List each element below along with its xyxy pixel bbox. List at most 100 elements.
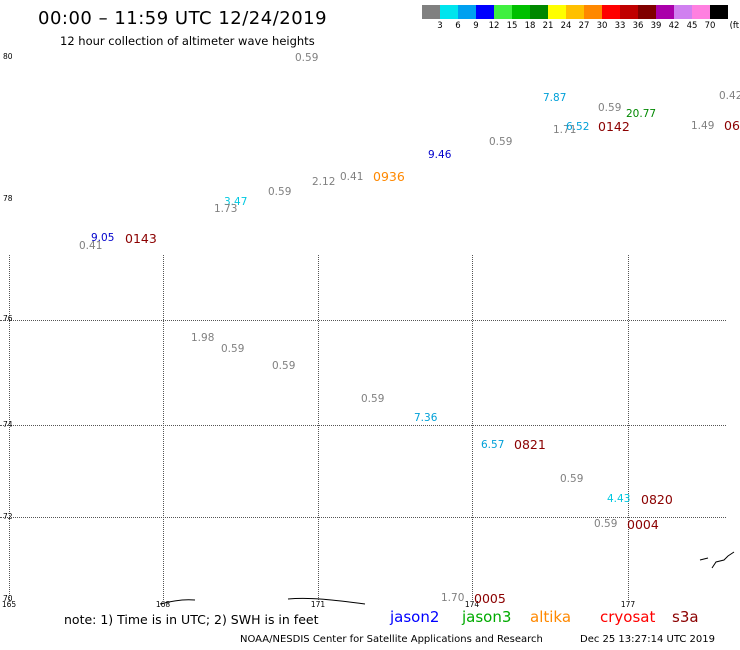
pass-time-label: 0142 bbox=[598, 119, 630, 134]
legend-swatch bbox=[566, 5, 584, 19]
legend-label: 33 bbox=[614, 21, 626, 31]
legend-label: 15 bbox=[506, 21, 518, 31]
wave-height-value: 0.59 bbox=[268, 186, 292, 198]
map-title: 00:00 – 11:59 UTC 12/24/2019 bbox=[38, 8, 328, 29]
legend-swatch bbox=[494, 5, 512, 19]
wave-height-value: 0.59 bbox=[489, 136, 513, 148]
wave-height-value: 0.41 bbox=[340, 171, 364, 183]
lat-label: 80 bbox=[3, 52, 13, 61]
wave-height-value: 0.59 bbox=[560, 473, 584, 485]
wave-height-value: 0.41 bbox=[79, 240, 103, 252]
wave-height-value: 7.36 bbox=[414, 412, 438, 424]
wave-height-value: 1.70 bbox=[441, 592, 465, 604]
grid-line-lat-72 bbox=[0, 517, 726, 518]
lon-label: 165 bbox=[1, 600, 17, 609]
legend-label: 30 bbox=[596, 21, 608, 31]
lon-label: 168 bbox=[155, 600, 171, 609]
legend-label: 27 bbox=[578, 21, 590, 31]
wave-height-value: 1.49 bbox=[691, 120, 715, 132]
pass-time-label: 0821 bbox=[514, 437, 546, 452]
wave-height-value: 0.59 bbox=[221, 343, 245, 355]
legend-swatch bbox=[476, 5, 494, 19]
pass-time-label: 0004 bbox=[627, 517, 659, 532]
lon-label: 174 bbox=[464, 600, 480, 609]
legend-unit: (ft) bbox=[729, 21, 740, 31]
lat-label: 76 bbox=[3, 314, 13, 323]
generated-timestamp: Dec 25 13:27:14 UTC 2019 bbox=[580, 634, 715, 645]
grid-line-lon-174 bbox=[472, 255, 473, 600]
grid-line-lat-74 bbox=[0, 425, 726, 426]
lat-label: 78 bbox=[3, 194, 13, 203]
mission-s3a: s3a bbox=[672, 608, 699, 626]
wave-height-value: 0.59 bbox=[598, 102, 622, 114]
pass-time-label: 0936 bbox=[373, 169, 405, 184]
legend-label: 39 bbox=[650, 21, 662, 31]
legend-label: 3 bbox=[437, 21, 443, 31]
legend-swatch bbox=[422, 5, 440, 19]
grid-line-lon-177 bbox=[628, 255, 629, 600]
legend-swatch bbox=[440, 5, 458, 19]
legend-swatch bbox=[548, 5, 566, 19]
mission-cryosat: cryosat bbox=[600, 608, 656, 626]
legend-swatch bbox=[638, 5, 656, 19]
wave-height-value: 0.59 bbox=[295, 52, 319, 64]
mission-jason3: jason3 bbox=[462, 608, 512, 626]
legend-label: 70 bbox=[704, 21, 716, 31]
legend-swatch bbox=[710, 5, 728, 19]
wave-height-value: 1.98 bbox=[191, 332, 215, 344]
wave-height-value: 0.59 bbox=[361, 393, 385, 405]
legend-swatch bbox=[620, 5, 638, 19]
pass-time-label: 06 bbox=[724, 118, 740, 133]
legend-swatches bbox=[422, 5, 728, 19]
lon-label: 171 bbox=[310, 600, 326, 609]
legend-label: 42 bbox=[668, 21, 680, 31]
grid-line-lon-165 bbox=[9, 255, 10, 600]
legend-swatch bbox=[656, 5, 674, 19]
legend-swatch bbox=[674, 5, 692, 19]
lat-label: 72 bbox=[3, 512, 13, 521]
wave-height-value: 4.43 bbox=[607, 493, 631, 505]
wave-height-value: 0.59 bbox=[272, 360, 296, 372]
map-subtitle: 12 hour collection of altimeter wave hei… bbox=[60, 34, 315, 48]
legend-swatch bbox=[692, 5, 710, 19]
legend-label: 6 bbox=[455, 21, 461, 31]
mission-jason2: jason2 bbox=[390, 608, 440, 626]
lat-label: 70 bbox=[3, 594, 13, 603]
lon-label: 177 bbox=[620, 600, 636, 609]
wave-height-value: 0.42 bbox=[719, 90, 740, 102]
wave-height-value: 1.71 bbox=[553, 124, 577, 136]
legend-swatch bbox=[602, 5, 620, 19]
pass-time-label: 0005 bbox=[474, 591, 506, 606]
wave-height-value: 9.05 bbox=[91, 232, 115, 244]
wave-height-value: 6.57 bbox=[481, 439, 505, 451]
grid-line-lon-171 bbox=[318, 255, 319, 600]
pass-time-label: 0820 bbox=[641, 492, 673, 507]
pass-time-label: 0143 bbox=[125, 231, 157, 246]
wave-height-value: 2.12 bbox=[312, 176, 336, 188]
legend-swatch bbox=[512, 5, 530, 19]
lat-label: 74 bbox=[3, 420, 13, 429]
grid-line-lat-76 bbox=[0, 320, 726, 321]
legend-swatch bbox=[458, 5, 476, 19]
legend-label: 12 bbox=[488, 21, 500, 31]
wave-height-value: 9.46 bbox=[428, 149, 452, 161]
wave-height-value: 20.77 bbox=[626, 108, 657, 120]
wave-height-value: 3.47 bbox=[224, 196, 248, 208]
legend-swatch bbox=[584, 5, 602, 19]
legend-swatch bbox=[530, 5, 548, 19]
wave-height-value: 7.87 bbox=[543, 92, 567, 104]
legend-label: 9 bbox=[473, 21, 479, 31]
mission-altika: altika bbox=[530, 608, 572, 626]
wave-height-value: 6.52 bbox=[566, 121, 590, 133]
credit-line: NOAA/NESDIS Center for Satellite Applica… bbox=[240, 634, 543, 645]
wave-height-value: 1.73 bbox=[214, 203, 238, 215]
legend-label: 21 bbox=[542, 21, 554, 31]
legend-label: 18 bbox=[524, 21, 536, 31]
wave-height-value: 0.59 bbox=[594, 518, 618, 530]
legend-label: 45 bbox=[686, 21, 698, 31]
grid-line-lon-168 bbox=[163, 255, 164, 600]
